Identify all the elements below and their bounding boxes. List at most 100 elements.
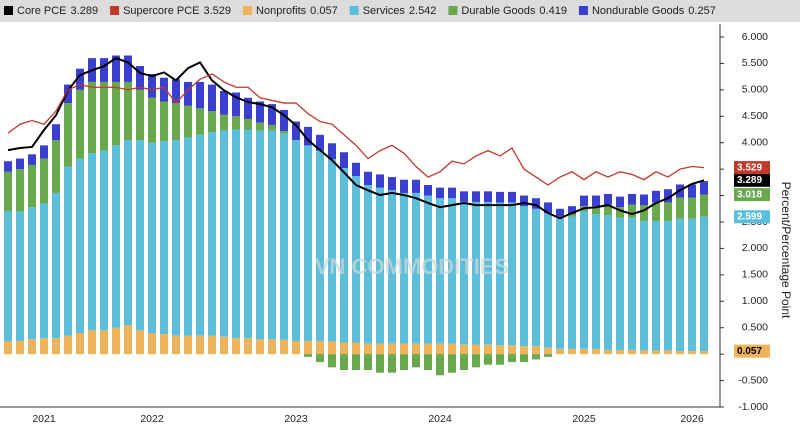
bar-segment <box>76 89 84 159</box>
bar-segment <box>268 130 276 340</box>
bar-segment <box>652 350 660 355</box>
bar-segment <box>664 202 672 221</box>
bar-segment <box>664 189 672 203</box>
legend-value: 3.529 <box>204 5 232 17</box>
bar-segment <box>4 340 12 355</box>
bar-segment <box>292 340 300 355</box>
bar-segment <box>244 118 252 130</box>
bar-segment <box>508 345 516 355</box>
y-tick-label: 5.000 <box>742 84 768 96</box>
line-1 <box>7 73 705 186</box>
bar-segment <box>304 354 312 357</box>
bar-segment <box>100 58 108 82</box>
y-tick-label: 1.000 <box>742 295 768 307</box>
value-tag-label: 3.529 <box>737 162 762 173</box>
bar-segment <box>364 171 372 185</box>
bar-segment <box>556 348 564 355</box>
bar-segment <box>292 121 300 141</box>
bar-segment <box>400 354 408 370</box>
bar-segment <box>520 346 528 355</box>
x-tick-label: 2021 <box>32 413 56 425</box>
bar-segment <box>28 207 36 340</box>
bar-segment <box>232 116 240 130</box>
bar-segment <box>484 354 492 365</box>
bar-segment <box>28 164 36 208</box>
bar-segment <box>340 168 348 343</box>
line-0 <box>7 57 705 220</box>
value-tag-label: 3.289 <box>737 175 762 186</box>
bar-segment <box>628 217 636 350</box>
bar-segment <box>664 220 672 351</box>
bar-segment <box>280 339 288 355</box>
bar-segment <box>364 343 372 355</box>
bar-segment <box>40 203 48 339</box>
bar-segment <box>28 339 36 355</box>
bar-segment <box>64 335 72 355</box>
bar-segment <box>448 198 456 344</box>
bar-segment <box>280 131 288 134</box>
bar-segment <box>436 354 444 376</box>
bar-segment <box>100 150 108 331</box>
bar-segment <box>700 216 708 352</box>
legend-value: 0.257 <box>688 5 716 17</box>
bar-segment <box>460 354 468 370</box>
bar-segment <box>700 194 708 217</box>
bar-segment <box>640 194 648 206</box>
bar-segment <box>124 55 132 82</box>
bar-segment <box>580 348 588 355</box>
bar-segment <box>484 201 492 345</box>
value-tag <box>734 161 770 175</box>
legend-label: Nondurable Goods <box>592 5 685 17</box>
bar-segment <box>688 218 696 351</box>
bar-segment <box>508 191 516 203</box>
value-tag <box>734 210 770 224</box>
bar-segment <box>376 343 384 355</box>
bar-segment <box>64 84 72 104</box>
bar-segment <box>4 211 12 341</box>
bar-segment <box>112 327 120 355</box>
bar-segment <box>532 208 540 347</box>
bar-segment <box>652 220 660 351</box>
bar-segment <box>292 140 300 341</box>
y-tick-label: 4.500 <box>742 110 768 122</box>
bar-segment <box>544 354 552 357</box>
bar-segment <box>640 220 648 351</box>
bar-segment <box>592 206 600 215</box>
bar-segment <box>124 140 132 326</box>
bar-segment <box>496 354 504 365</box>
x-tick-label: 2023 <box>284 413 308 425</box>
bar-segment <box>304 145 312 341</box>
legend-value: 0.419 <box>539 5 567 17</box>
bar-segment <box>184 137 192 336</box>
bar-segment <box>4 171 12 212</box>
bar-segment <box>52 192 60 339</box>
bar-segment <box>592 214 600 349</box>
bar-segment <box>340 342 348 355</box>
value-tag-label: 2.599 <box>737 211 762 222</box>
bar-segment <box>532 198 540 209</box>
bar-segment <box>364 185 372 344</box>
bar-segment <box>88 330 96 355</box>
bar-segment <box>220 114 228 131</box>
bar-segment <box>448 187 456 199</box>
bar-segment <box>544 213 552 348</box>
bar-segment <box>556 208 564 217</box>
bar-segment <box>208 335 216 355</box>
bar-segment <box>472 344 480 355</box>
bar-segment <box>484 191 492 202</box>
bar-segment <box>148 333 156 355</box>
bar-segment <box>40 145 48 159</box>
bar-segment <box>676 218 684 351</box>
bar-segment <box>376 187 384 344</box>
bar-segment <box>388 354 396 373</box>
bar-segment <box>436 187 444 199</box>
bar-segment <box>604 215 612 350</box>
bar-segment <box>16 340 24 355</box>
bar-segment <box>112 145 120 328</box>
bar-segment <box>616 349 624 355</box>
bar-segment <box>412 343 420 355</box>
bar-segment <box>340 354 348 370</box>
bar-segment <box>316 134 324 151</box>
bar-segment <box>556 216 564 349</box>
bar-segment <box>220 336 228 355</box>
